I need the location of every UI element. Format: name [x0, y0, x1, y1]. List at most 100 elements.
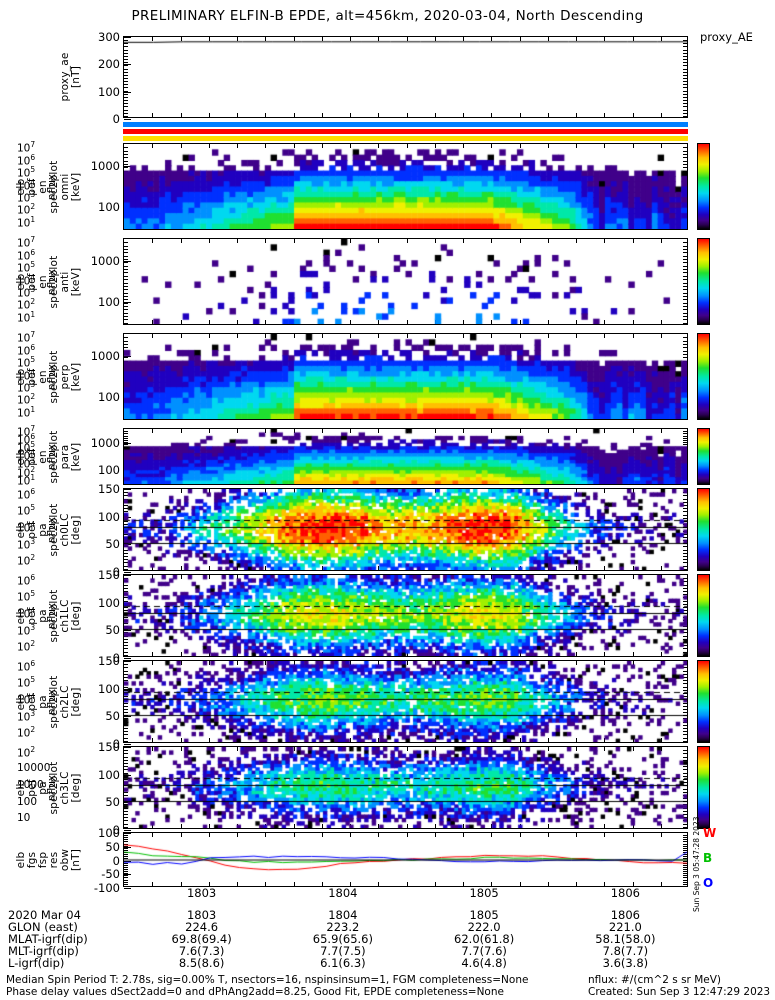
ephemeris-value: 58.1(58.0)	[595, 932, 656, 946]
colorbar-tick-label: 103	[17, 189, 36, 205]
ephemeris-value: 62.0(61.8)	[454, 932, 515, 946]
ephemeris-value: 69.8(69.4)	[171, 932, 232, 946]
y-tick-mark	[124, 572, 131, 573]
y-tick-label: 100	[98, 767, 120, 782]
colorbar-gradient	[698, 489, 709, 570]
y-tick-label: 100	[98, 84, 120, 99]
colorbar-tick-label: 106	[17, 342, 36, 358]
colorbar-tick-label: 102	[17, 464, 36, 479]
panel-canvas-pa_ch3lc	[124, 747, 687, 828]
ephemeris-value: 4.6(4.8)	[461, 956, 507, 970]
ephemeris-row-label: MLT-igrf(dip)	[8, 944, 79, 958]
colorbar-gradient	[698, 144, 709, 229]
colorbar-tick-label: 104	[17, 367, 36, 382]
y-axis-label-line: [keV]	[70, 267, 82, 296]
y-tick-label: 0	[112, 823, 120, 837]
colorbar-title: nflux	[46, 774, 58, 801]
ephemeris-value: 221.0	[608, 920, 642, 934]
y-tick-label: 100	[98, 463, 120, 478]
colorbar-tick-label: 102	[17, 392, 36, 407]
y-tick-label: 150	[98, 740, 120, 754]
panel-canvas-proxy_ae	[124, 37, 687, 117]
ephemeris-value: 6.1(6.3)	[320, 956, 366, 970]
footer-created: Created: Sun Sep 3 12:47:29 2023	[588, 986, 771, 998]
colorbar-gradient	[698, 747, 709, 828]
ephemeris-value: 224.6	[185, 920, 219, 934]
colorbar-tick-label: 100	[17, 795, 38, 808]
colorbar-en_perp	[697, 333, 710, 420]
panel-en_anti: 1000 100	[91, 238, 688, 325]
colorbar-tick-label: 104	[17, 448, 36, 463]
colorbar-en_para	[697, 428, 710, 485]
y-axis-label-line: [keV]	[70, 362, 82, 391]
y-tick-label: 100	[98, 595, 120, 610]
minor-tick	[124, 885, 128, 887]
colorbar-title: nflux	[46, 602, 58, 629]
colorbar-tick-label: 107	[17, 423, 36, 439]
ephemeris-value: 7.6(7.3)	[178, 944, 225, 958]
ephemeris-value: 7.7(7.6)	[461, 944, 507, 958]
colorbar-tick-label: 102	[17, 552, 36, 568]
ephemeris-row-label: 2020 Mar 04	[8, 908, 81, 922]
panel-canvas-en_para	[124, 429, 687, 484]
colorbar-gradient	[698, 661, 709, 742]
colorbar-tick-label: 1000	[17, 779, 44, 791]
colorbar-tick-label: 103	[17, 379, 36, 395]
colorbar-tick-label: 101	[17, 404, 36, 420]
panel-canvas-en_anti	[124, 239, 687, 324]
colorbar-tick-label: 106	[17, 431, 36, 447]
colorbar-title: nflux	[46, 268, 58, 295]
colorbar-tick-label: 107	[17, 235, 36, 250]
page-title: PRELIMINARY ELFIN-B EPDE, alt=456km, 202…	[131, 8, 644, 24]
x-axis-tick-label: 1803	[186, 886, 217, 900]
colorbar-tick-label: 102	[17, 744, 36, 760]
colorbar-gradient	[698, 575, 709, 656]
side-timestamp: Sun Sep 3 05:47:28 2023	[692, 816, 701, 912]
ephemeris-row-label: GLON (east)	[8, 920, 78, 934]
y-tick-label: 1000	[90, 348, 120, 363]
colorbar-title: nflux	[46, 363, 58, 390]
y-axis-label-line: [deg]	[70, 687, 82, 716]
colorbar-pa_ch1lc	[697, 574, 710, 657]
colorbar-tick-label: 107	[17, 140, 36, 155]
y-tick-label: 50	[105, 709, 120, 724]
x-axis-tick-label: 1804	[328, 886, 358, 900]
y-tick-label: -100	[93, 881, 120, 895]
colorbar-pa_ch3lc	[697, 746, 710, 829]
colorbar-tick-label: 105	[17, 589, 36, 604]
ephemeris-table: 2020 Mar 04 GLON (east) MLAT-igrf(dip) MLT-…	[0, 908, 775, 970]
y-tick-label: -50	[101, 867, 120, 882]
y-tick-label: 1000	[90, 253, 120, 268]
colorbar-en_anti	[697, 238, 710, 325]
y-tick-label: 0	[112, 112, 120, 126]
y-tick-label: 1000	[90, 436, 120, 451]
panel-pa_ch0lc: 150 100 50 0	[98, 482, 688, 579]
colorbar-tick-label: 105	[17, 354, 36, 370]
y-tick-label: 0	[112, 853, 120, 868]
minor-tick	[683, 885, 687, 887]
y-axis-label-line: [keV]	[70, 442, 82, 471]
ephemeris-value: 1804	[328, 908, 358, 922]
ephemeris-value: 7.7(7.5)	[320, 944, 366, 958]
ephemeris-value: 1803	[186, 908, 217, 922]
y-tick-label: 1000	[90, 158, 120, 173]
panel-canvas-en_omni	[124, 144, 687, 229]
y-axis-label-line: [nT]	[70, 848, 82, 871]
colorbar-tick-label: 103	[17, 708, 36, 723]
y-tick-label: 0	[112, 651, 120, 665]
colorbar-tick-label: 102	[17, 724, 36, 740]
x-axis-tick-label: 1805	[469, 886, 499, 900]
colorbar-tick-label: 104	[17, 605, 36, 621]
panel-en_para: 1000 100	[91, 428, 688, 485]
y-tick-label: 50	[105, 537, 120, 552]
colorbar-tick-label: 104	[17, 177, 36, 192]
colorbar-tick-label: 105	[17, 164, 36, 180]
y-axis-label-line: [keV]	[70, 172, 82, 201]
colorbar-gradient	[698, 429, 709, 484]
colorbar-tick-label: 105	[17, 503, 36, 518]
panel-canvas-pa_ch1lc	[124, 575, 687, 656]
colorbar-tick-label: 104	[17, 272, 36, 287]
footer-line-1: Median Spin Period T: 2.78s, sig=0.00% T…	[6, 974, 529, 986]
footer-nflux-units: nflux: #/(cm^2 s sr MeV)	[588, 974, 721, 986]
bar-blue	[123, 122, 688, 127]
